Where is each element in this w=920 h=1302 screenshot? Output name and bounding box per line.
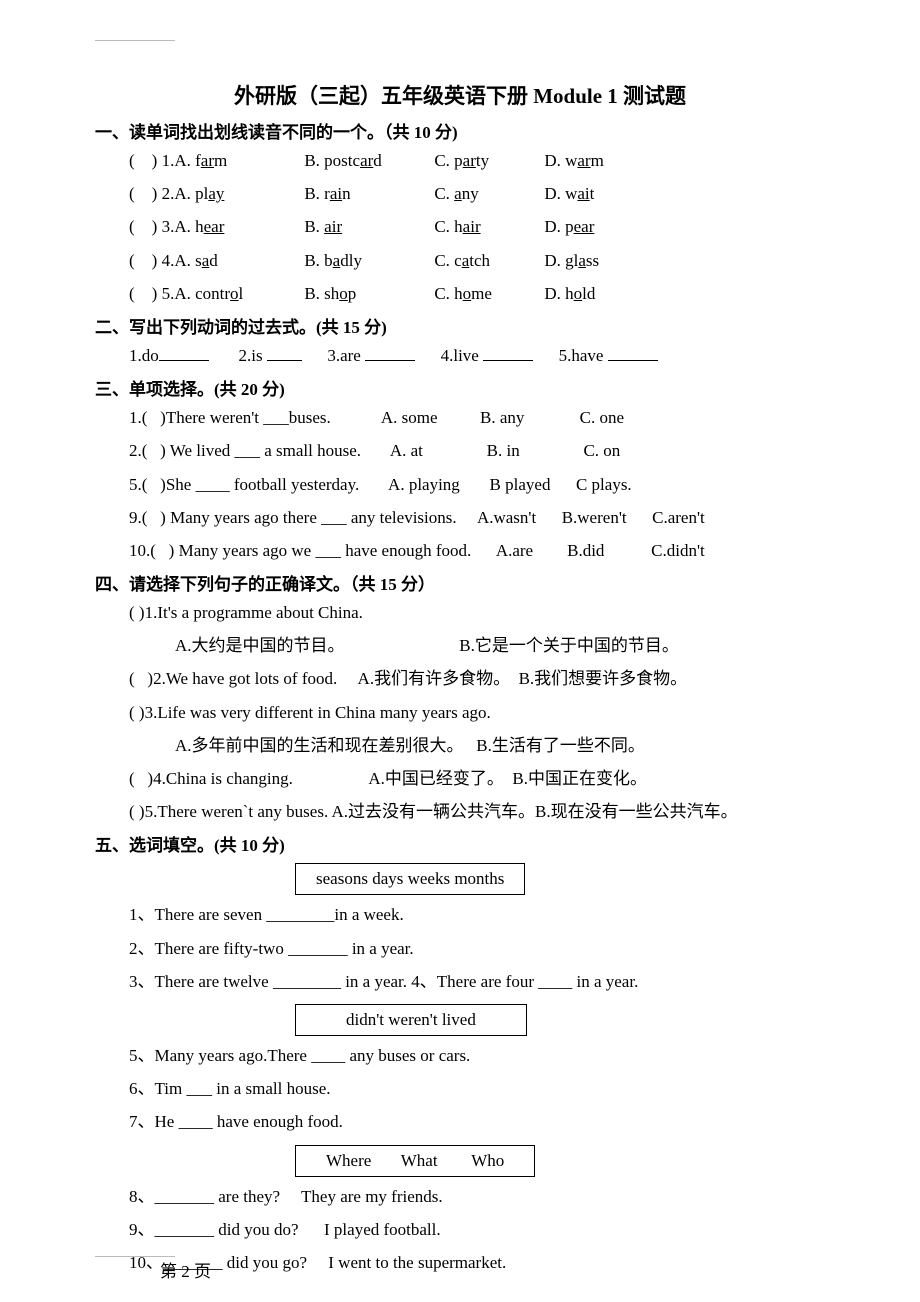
section-1-header: 一、读单词找出划线读音不同的一个。（共 10 分): [95, 118, 825, 143]
s5-q3: 3、There are twelve ________ in a year. 4…: [129, 968, 825, 995]
section-2-header: 二、写出下列动词的过去式。(共 15 分): [95, 313, 825, 338]
word-box-3: Where What Who: [295, 1145, 535, 1177]
s5-q1: 1、There are seven ________in a week.: [129, 901, 825, 928]
s4-q2: ( )2.We have got lots of food. A.我们有许多食物…: [129, 665, 825, 692]
s5-q6: 6、Tim ___ in a small house.: [129, 1075, 825, 1102]
s4-q1-options: A.大约是中国的节目。 B.它是一个关于中国的节目。: [175, 632, 825, 659]
section-5-header: 五、选词填空。(共 10 分): [95, 831, 825, 856]
s5-q5: 5、Many years ago.There ____ any buses or…: [129, 1042, 825, 1069]
s5-q8: 8、_______ are they? They are my friends.: [129, 1183, 825, 1210]
section-3-header: 三、单项选择。(共 20 分): [95, 375, 825, 400]
s3-q5: 5.( )She ____ football yesterday. A. pla…: [129, 471, 825, 498]
phonics-row: ( ) 2.A. playB. rainC. anyD. wait: [129, 180, 825, 207]
s3-q1: 1.( )There weren't ___buses. A. some B. …: [129, 404, 825, 431]
phonics-row: ( ) 1.A. farmB. postcardC. partyD. warm: [129, 147, 825, 174]
s4-q5: ( )5.There weren`t any buses. A.过去没有一辆公共…: [129, 798, 825, 825]
s4-q3: ( )3.Life was very different in China ma…: [129, 699, 825, 726]
section-4-header: 四、请选择下列句子的正确译文。（共 15 分）: [95, 570, 825, 595]
page-number: 第 2 页: [160, 1257, 211, 1282]
s2-items: 1.do 2.is 3.are 4.live 5.have: [129, 342, 825, 369]
s4-q1: ( )1.It's a programme about China.: [129, 599, 825, 626]
header-divider: [95, 40, 175, 41]
s4-q3-options: A.多年前中国的生活和现在差别很大。 B.生活有了一些不同。: [175, 732, 825, 759]
phonics-row: ( ) 3.A. hearB. airC. hairD. pear: [129, 213, 825, 240]
s3-q2: 2.( ) We lived ___ a small house. A. at …: [129, 437, 825, 464]
document-title: 外研版（三起）五年级英语下册 Module 1 测试题: [95, 80, 825, 110]
word-box-2: didn't weren't lived: [295, 1004, 527, 1036]
phonics-row: ( ) 5.A. controlB. shopC. homeD. hold: [129, 280, 825, 307]
word-box-1: seasons days weeks months: [295, 863, 525, 895]
s5-q7: 7、He ____ have enough food.: [129, 1108, 825, 1135]
s5-q2: 2、There are fifty-two _______ in a year.: [129, 935, 825, 962]
s5-q10: 10、_______ did you go? I went to the sup…: [129, 1249, 825, 1276]
s4-q4: ( )4.China is changing. A.中国已经变了。 B.中国正在…: [129, 765, 825, 792]
phonics-row: ( ) 4.A. sadB. badlyC. catchD. glass: [129, 247, 825, 274]
s3-q10: 10.( ) Many years ago we ___ have enough…: [129, 537, 825, 564]
s3-q9: 9.( ) Many years ago there ___ any telev…: [129, 504, 825, 531]
s5-q9: 9、_______ did you do? I played football.: [129, 1216, 825, 1243]
